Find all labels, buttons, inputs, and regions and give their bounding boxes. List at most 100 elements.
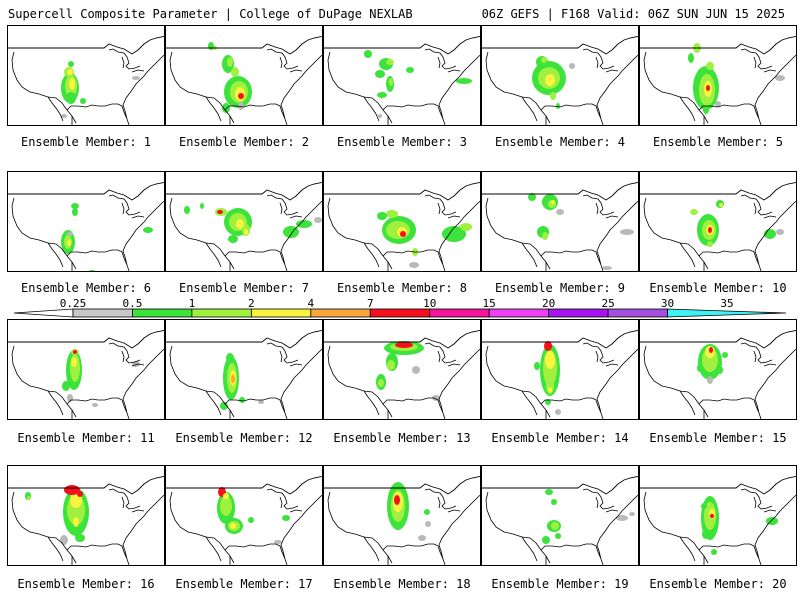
ensemble-member-label: Ensemble Member: 8 — [336, 281, 468, 295]
coastline — [11, 197, 164, 271]
great-lakes-outline — [582, 342, 619, 367]
scp-contour — [248, 517, 254, 523]
mexico-border — [521, 536, 547, 565]
scp-contour — [707, 241, 713, 247]
coastline — [169, 51, 322, 125]
ensemble-map-panel — [639, 25, 797, 126]
scp-contour — [66, 92, 76, 104]
mexico-border — [521, 242, 547, 271]
scp-contour — [703, 106, 709, 114]
us-canada-border — [8, 181, 164, 201]
ensemble-map-panel — [481, 171, 639, 272]
coastline — [169, 345, 322, 419]
scp-contour — [27, 496, 31, 500]
scp-contour — [60, 535, 68, 545]
ensemble-member-label: Ensemble Member: 13 — [333, 431, 471, 445]
scp-contour — [541, 57, 547, 63]
coastline — [11, 345, 164, 419]
ensemble-member-label: Ensemble Member: 10 — [649, 281, 787, 295]
ensemble-member-label: Ensemble Member: 18 — [333, 577, 471, 591]
coastline — [327, 345, 480, 419]
mexico-border — [679, 536, 705, 565]
colorbar-tick-label: 30 — [660, 297, 675, 310]
great-lakes-outline — [108, 488, 145, 513]
coastline — [327, 51, 480, 125]
scp-contour — [544, 341, 552, 351]
colorbar-bin-1 — [132, 308, 193, 318]
us-canada-border — [640, 181, 796, 201]
scp-contour — [545, 399, 551, 405]
scp-contour — [62, 381, 70, 391]
scp-contour — [67, 232, 73, 236]
scp-contour — [227, 57, 233, 67]
colorbar-bin-4 — [310, 308, 371, 318]
scp-contour — [71, 357, 77, 367]
scp-contour — [80, 98, 86, 104]
great-lakes-outline — [740, 342, 777, 367]
scp-contour — [555, 409, 561, 415]
scp-contour — [222, 103, 230, 113]
colorbar-tick-label: 1 — [188, 297, 196, 310]
great-lakes-outline — [108, 342, 145, 367]
ensemble-map-panel — [639, 319, 797, 420]
scp-contour — [75, 534, 85, 542]
scp-contour — [387, 360, 395, 370]
scp-contour — [394, 495, 400, 505]
scp-contour — [72, 208, 78, 216]
scp-contour — [200, 203, 204, 209]
colorbar-bin-9 — [607, 308, 668, 318]
scp-contour — [296, 220, 312, 228]
mexico-border — [205, 96, 231, 125]
scp-contour — [550, 92, 556, 100]
scp-contour — [424, 509, 430, 515]
ensemble-member-label: Ensemble Member: 6 — [20, 281, 152, 295]
scp-map — [482, 329, 638, 419]
mexico-border — [679, 96, 705, 125]
ensemble-map-panel — [165, 25, 323, 126]
coastline — [327, 491, 480, 565]
mexico-border — [47, 242, 73, 271]
scp-contour — [386, 59, 394, 65]
ensemble-member-label: Ensemble Member: 19 — [491, 577, 629, 591]
scp-contour — [418, 535, 426, 541]
coastline — [643, 491, 796, 565]
us-canada-border — [482, 35, 638, 55]
mexico-border — [679, 242, 705, 271]
scp-contour — [92, 403, 98, 407]
great-lakes-outline — [740, 194, 777, 219]
scp-contour — [706, 85, 710, 91]
great-lakes-outline — [108, 194, 145, 219]
great-lakes-outline — [424, 48, 461, 73]
scp-contour — [378, 114, 382, 118]
map-title: Supercell Composite Parameter | College … — [8, 7, 413, 21]
scp-contour — [697, 364, 703, 372]
ensemble-member-label: Ensemble Member: 15 — [649, 431, 787, 445]
scp-contour — [377, 212, 387, 220]
mexico-border — [47, 96, 73, 125]
scp-contour — [375, 70, 385, 78]
ensemble-member-label: Ensemble Member: 12 — [175, 431, 313, 445]
scp-contour — [707, 376, 713, 384]
scp-contour — [239, 397, 245, 403]
scp-contour — [61, 114, 67, 118]
mexico-border — [521, 96, 547, 125]
scp-contour — [709, 347, 713, 353]
scp-contour — [722, 352, 728, 358]
colorbar-bin-0 — [72, 308, 133, 318]
ensemble-map-panel — [165, 319, 323, 420]
colorbar-bin-6 — [429, 308, 490, 318]
scp-contour — [400, 231, 406, 237]
scp-contour — [208, 42, 214, 50]
scp-contour — [386, 210, 398, 218]
scp-contour — [542, 536, 550, 544]
scp-contour — [67, 240, 71, 246]
us-canada-border — [482, 329, 638, 349]
colorbar-tick-label: 10 — [423, 297, 437, 310]
scp-contour — [545, 351, 555, 369]
ensemble-map-panel — [323, 171, 481, 272]
us-canada-border — [324, 475, 480, 495]
scp-colorbar — [13, 308, 787, 318]
colorbar-bin-3 — [250, 308, 312, 318]
scp-contour — [220, 496, 232, 516]
mexico-border — [47, 536, 73, 565]
